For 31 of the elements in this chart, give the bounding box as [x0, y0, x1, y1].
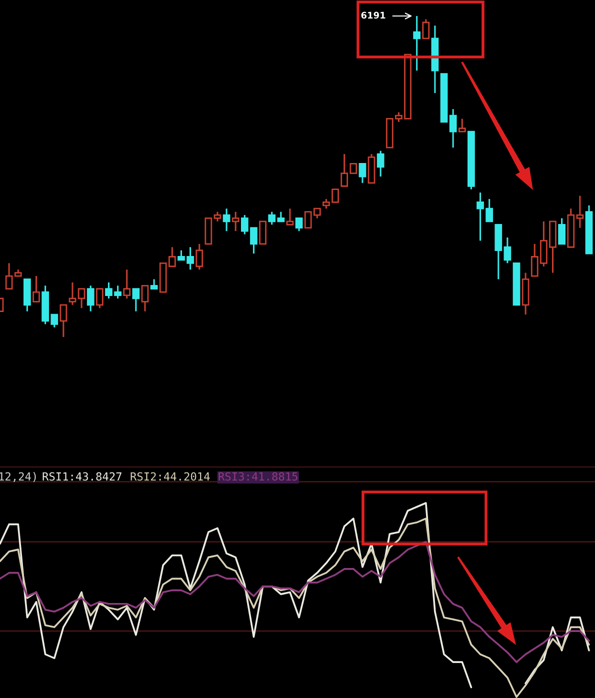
candlestick [222, 208, 230, 232]
candlestick [214, 211, 222, 222]
candlestick [5, 262, 13, 290]
candlestick [449, 108, 457, 148]
candlestick [150, 278, 158, 290]
candlestick [132, 288, 140, 312]
candlestick [96, 288, 104, 309]
candlestick [376, 150, 384, 178]
text: RSI1:43.8427 [42, 472, 122, 481]
candlestick [458, 118, 466, 132]
candlestick [413, 15, 421, 72]
candlestick [259, 220, 266, 245]
annotation: 6191 [361, 12, 386, 19]
candlestick [141, 284, 149, 312]
text: RSI3:41.8815 [218, 472, 298, 481]
candlestick [576, 194, 584, 229]
candlestick [286, 208, 294, 226]
candlestick [504, 236, 512, 264]
candlestick [78, 288, 86, 309]
candlestick [422, 18, 430, 40]
candlestick [358, 162, 366, 184]
text: RSI2:44.2014 [130, 472, 210, 481]
candlestick [32, 275, 40, 302]
candlestick [232, 211, 240, 232]
candlestick [68, 282, 76, 306]
candlestick [558, 217, 566, 245]
candlestick [295, 217, 303, 232]
candlestick [86, 284, 94, 312]
candlestick [123, 268, 131, 300]
candlestick [196, 243, 204, 270]
candlestick [60, 304, 68, 338]
